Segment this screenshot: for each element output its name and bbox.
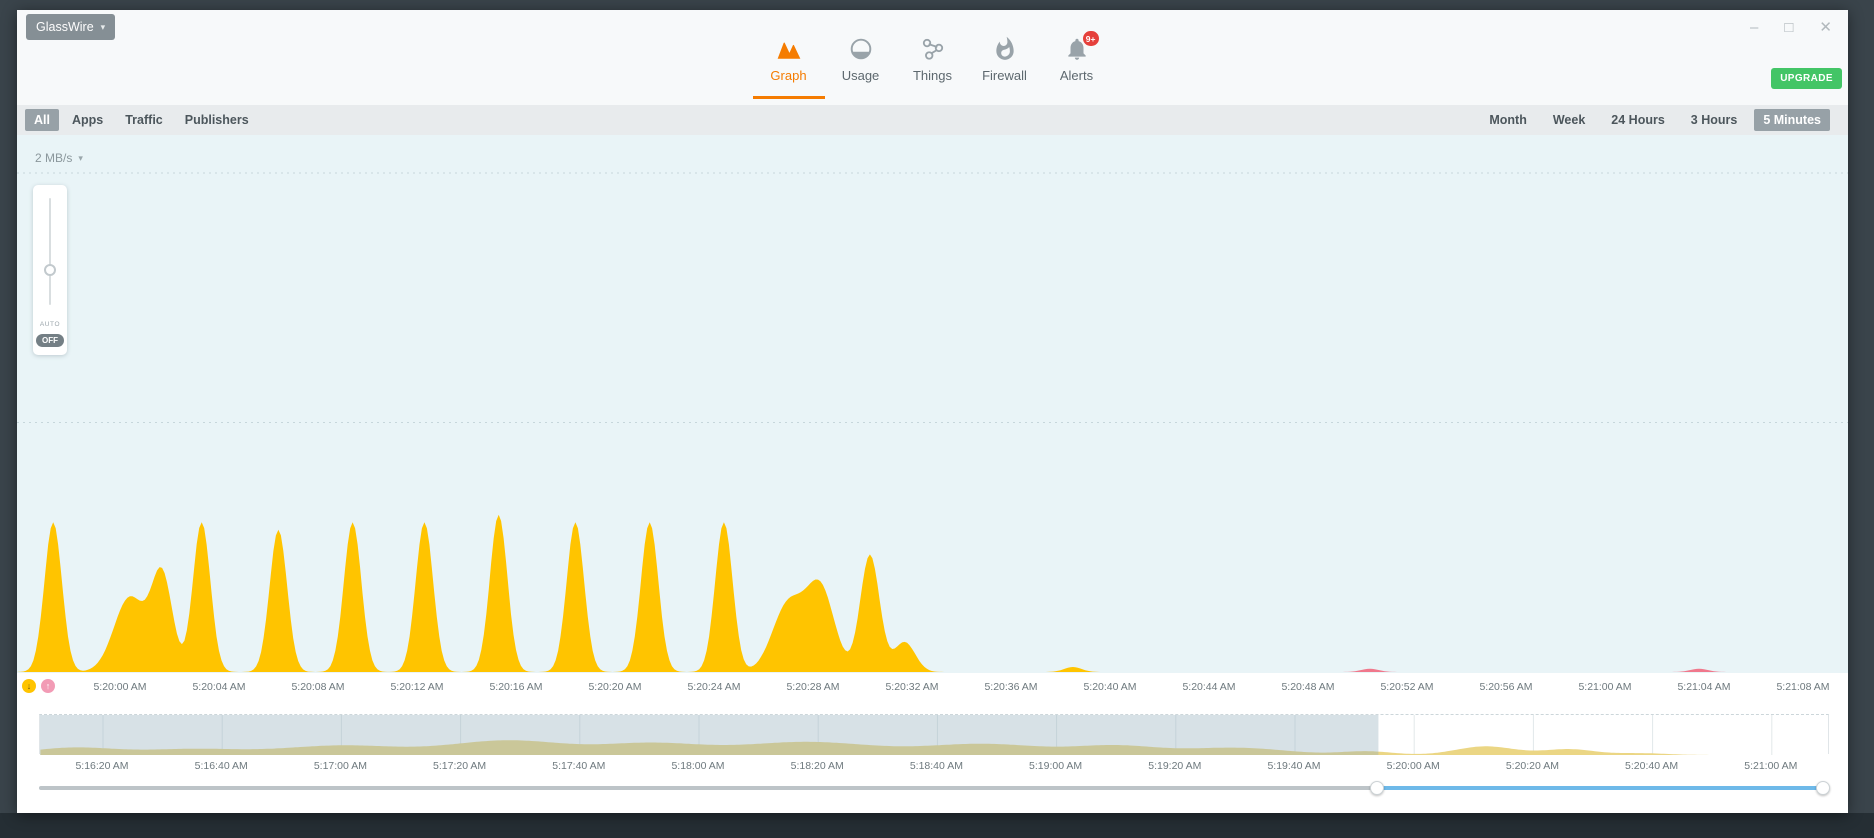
- minimap-tick-label: 5:20:20 AM: [1505, 760, 1559, 772]
- tab-label: Usage: [841, 68, 880, 83]
- window-controls: – □ ✕: [1750, 20, 1832, 35]
- filter-traffic[interactable]: Traffic: [116, 109, 172, 131]
- upgrade-button[interactable]: UPGRADE: [1771, 68, 1842, 89]
- time-tick-label: 5:20:28 AM: [786, 681, 840, 693]
- timeline-scrollbar: [39, 780, 1830, 796]
- taskbar-area: [0, 813, 1874, 838]
- scale-dropdown[interactable]: 2 MB/s ▾: [35, 151, 83, 165]
- chevron-down-icon: ▾: [100, 21, 106, 32]
- range-week[interactable]: Week: [1544, 109, 1594, 131]
- time-tick-label: 5:21:04 AM: [1677, 681, 1731, 693]
- time-tick-label: 5:20:44 AM: [1182, 681, 1236, 693]
- maximize-button[interactable]: □: [1784, 19, 1794, 36]
- tab-alerts[interactable]: 9+ Alerts: [1041, 31, 1113, 99]
- alerts-icon: 9+: [1064, 31, 1099, 62]
- minimap-tick-label: 5:19:00 AM: [1029, 760, 1083, 772]
- time-tick-label: 5:20:56 AM: [1479, 681, 1533, 693]
- time-tick-label: 5:20:52 AM: [1380, 681, 1434, 693]
- chevron-down-icon: ▾: [78, 152, 83, 163]
- overview-series: [40, 740, 1830, 755]
- minimap-history-overlay: [40, 715, 1379, 755]
- alerts-count-badge: 9+: [1082, 31, 1099, 46]
- minimize-button[interactable]: –: [1750, 19, 1759, 36]
- tab-firewall[interactable]: Firewall: [969, 36, 1041, 99]
- minimap-tick-label: 5:21:00 AM: [1744, 760, 1798, 772]
- minimap-tick-label: 5:20:40 AM: [1625, 760, 1679, 772]
- minimap-tick-label: 5:18:40 AM: [909, 760, 963, 772]
- tab-usage[interactable]: Usage: [825, 36, 897, 99]
- minimap-tick-label: 5:17:00 AM: [313, 760, 367, 772]
- main-nav: Graph Usage Things Firewall 9+ Alerts: [17, 31, 1848, 99]
- tab-label: Graph: [770, 68, 807, 83]
- minimap-tick-label: 5:17:40 AM: [552, 760, 606, 772]
- usage-icon: [848, 36, 874, 62]
- range-5-minutes[interactable]: 5 Minutes: [1754, 109, 1830, 131]
- scrollbar-left-handle[interactable]: [1370, 781, 1384, 795]
- glasswire-window: GlassWire ▾ – □ ✕ Graph Usage Things Firewa…: [17, 10, 1848, 813]
- minimap-chart[interactable]: [40, 715, 1830, 755]
- glasswire-menu-button[interactable]: GlassWire ▾: [26, 14, 116, 40]
- filter-publishers[interactable]: Publishers: [176, 109, 258, 131]
- download-series: [17, 514, 1848, 672]
- minimap-tick-label: 5:17:20 AM: [433, 760, 487, 772]
- minimap-time-labels: 5:16:20 AM 5:16:40 AM 5:17:00 AM 5:17:20 AM…: [39, 760, 1829, 774]
- minimap-tick-label: 5:20:00 AM: [1386, 760, 1440, 772]
- time-axis: ↓ ↑ 5:20:00 AM 5:20:04 AM 5:20:08 AM 5:20:1…: [17, 673, 1848, 700]
- graph-area: 2 MB/s ▾ AUTO OFF: [17, 135, 1848, 673]
- zoom-slider-handle[interactable]: [44, 264, 56, 276]
- zoom-slider-track[interactable]: [49, 198, 51, 305]
- filter-group-time-range: Month Week 24 Hours 3 Hours 5 Minutes: [1480, 109, 1830, 131]
- time-tick-label: 5:21:08 AM: [1776, 681, 1830, 693]
- tab-things[interactable]: Things: [897, 36, 969, 99]
- scrollbar-selection[interactable]: [1377, 786, 1823, 790]
- range-month[interactable]: Month: [1480, 109, 1535, 131]
- timeline-minimap: 5:16:20 AM 5:16:40 AM 5:17:00 AM 5:17:20 AM…: [17, 700, 1848, 813]
- filter-apps[interactable]: Apps: [63, 109, 112, 131]
- firewall-icon: [992, 36, 1018, 62]
- time-tick-label: 5:20:32 AM: [885, 681, 939, 693]
- range-24-hours[interactable]: 24 Hours: [1602, 109, 1674, 131]
- app-menu-label: GlassWire: [36, 20, 94, 34]
- time-tick-label: 5:21:00 AM: [1578, 681, 1632, 693]
- graph-icon: [776, 36, 802, 62]
- download-legend-icon[interactable]: ↓: [22, 679, 36, 693]
- time-tick-label: 5:20:00 AM: [93, 681, 147, 693]
- range-3-hours[interactable]: 3 Hours: [1682, 109, 1747, 131]
- upload-legend-icon[interactable]: ↑: [41, 679, 55, 693]
- time-tick-label: 5:20:12 AM: [390, 681, 444, 693]
- title-bar: GlassWire ▾ – □ ✕ Graph Usage Things Firewa…: [17, 10, 1848, 105]
- traffic-chart[interactable]: [17, 135, 1848, 673]
- time-tick-label: 5:20:08 AM: [291, 681, 345, 693]
- minimap-wave-area: [39, 714, 1830, 755]
- things-icon: [920, 36, 946, 62]
- minimap-tick-label: 5:18:20 AM: [790, 760, 844, 772]
- time-tick-label: 5:20:04 AM: [192, 681, 246, 693]
- close-button[interactable]: ✕: [1819, 19, 1832, 36]
- time-tick-label: 5:20:20 AM: [588, 681, 642, 693]
- minimap-tick-label: 5:18:00 AM: [671, 760, 725, 772]
- minimap-tick-label: 5:19:40 AM: [1267, 760, 1321, 772]
- tab-label: Things: [912, 68, 953, 83]
- zoom-slider-panel: AUTO OFF: [33, 185, 67, 355]
- scrollbar-right-handle[interactable]: [1816, 781, 1830, 795]
- tab-label: Firewall: [982, 68, 1027, 83]
- minimap-tick-label: 5:16:40 AM: [194, 760, 248, 772]
- filter-bar: All Apps Traffic Publishers Month Week 24 Hou…: [17, 105, 1848, 135]
- scale-value: 2 MB/s: [35, 151, 73, 165]
- filter-group-left: All Apps Traffic Publishers: [25, 109, 258, 131]
- tab-label: Alerts: [1059, 68, 1094, 83]
- time-tick-label: 5:20:40 AM: [1083, 681, 1137, 693]
- minimap-tick-label: 5:19:20 AM: [1148, 760, 1202, 772]
- filter-all[interactable]: All: [25, 109, 59, 131]
- time-tick-label: 5:20:16 AM: [489, 681, 543, 693]
- auto-off-badge[interactable]: OFF: [36, 334, 64, 347]
- time-tick-label: 5:20:36 AM: [984, 681, 1038, 693]
- auto-label: AUTO: [39, 321, 61, 328]
- minimap-tick-label: 5:16:20 AM: [75, 760, 129, 772]
- scrollbar-track[interactable]: [39, 786, 1829, 790]
- tab-graph[interactable]: Graph: [752, 36, 825, 99]
- time-tick-label: 5:20:48 AM: [1281, 681, 1335, 693]
- time-tick-label: 5:20:24 AM: [687, 681, 741, 693]
